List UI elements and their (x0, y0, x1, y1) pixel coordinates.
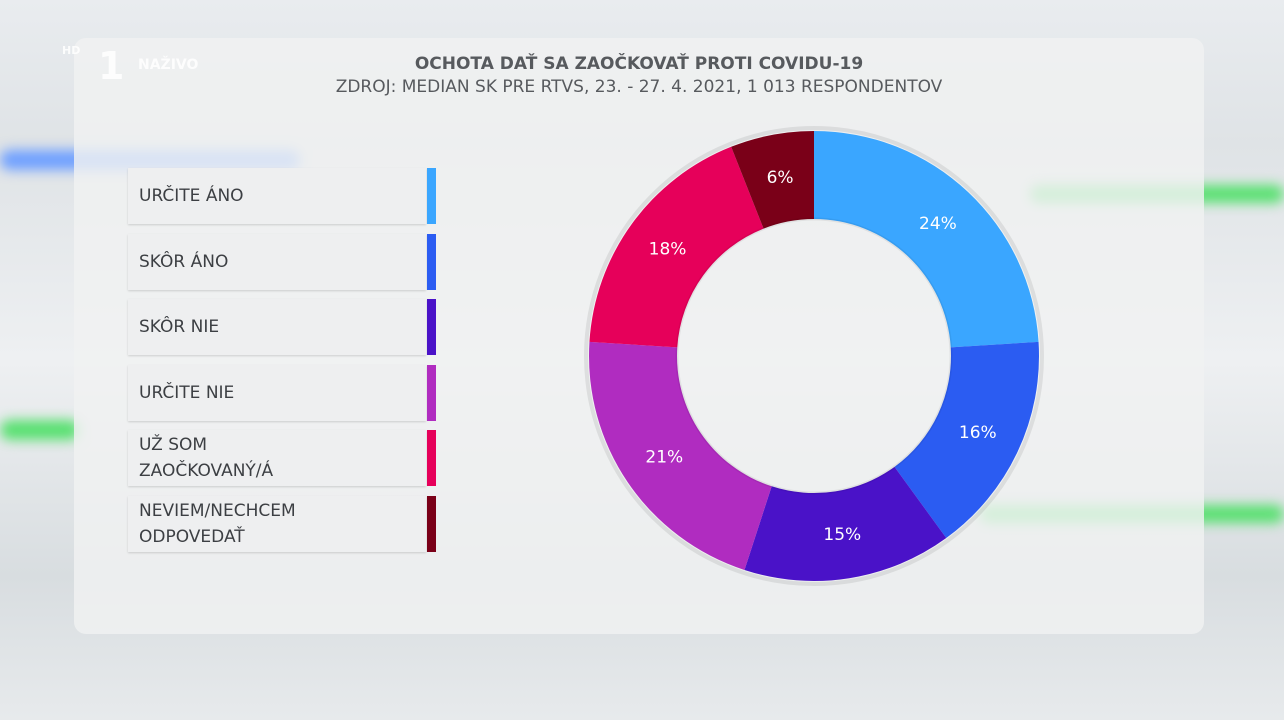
legend-entry: URČITE ÁNO (128, 168, 426, 224)
chart-title: OCHOTA DAŤ SA ZAOČKOVAŤ PROTI COVIDU-19 (414, 54, 864, 74)
legend-swatch (427, 299, 436, 355)
chart-subtitle: ZDROJ: MEDIAN SK PRE RTVS, 23. - 27. 4. … (335, 77, 943, 97)
legend-entry: URČITE NIE (128, 364, 426, 421)
donut-slice (731, 131, 814, 229)
donut-slice (744, 466, 947, 581)
logo: 1 (98, 44, 125, 88)
data-label: 6% (767, 168, 794, 188)
live: NAŽIVO (138, 57, 199, 73)
donut-slice (589, 341, 772, 570)
glow (0, 420, 80, 440)
data-label: 21% (645, 448, 683, 468)
data-label: 15% (823, 525, 861, 545)
badge: HD (62, 44, 81, 57)
donut-slice (814, 131, 1039, 348)
donut-slice (894, 341, 1039, 539)
legend-entry: NEVIEM/NECHCEM ODPOVEDAŤ (128, 495, 426, 552)
donut-hole-edge (675, 217, 953, 495)
data-label: 16% (959, 423, 997, 443)
legend-swatch (427, 364, 436, 421)
donut-shadow (584, 126, 1044, 586)
data-label: 18% (649, 240, 687, 260)
data-label: 24% (919, 214, 957, 234)
legend-entry: SKÔR ÁNO (128, 233, 426, 290)
donut-slice (589, 146, 764, 348)
legend-entry: UŽ SOM ZAOČKOVANÝ/Á (128, 430, 426, 486)
legend-entry: SKÔR NIE (128, 299, 426, 355)
legend-swatch (427, 495, 436, 552)
legend-swatch (427, 168, 436, 224)
legend-swatch (427, 233, 436, 290)
legend-swatch (427, 430, 436, 486)
